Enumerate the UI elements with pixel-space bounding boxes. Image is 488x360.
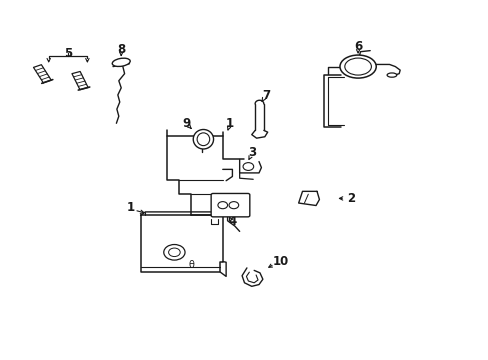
- Circle shape: [218, 202, 227, 209]
- Text: 6: 6: [353, 40, 362, 53]
- Ellipse shape: [386, 73, 396, 77]
- Text: 5: 5: [64, 46, 72, 60]
- Ellipse shape: [112, 58, 130, 67]
- Ellipse shape: [197, 133, 209, 145]
- Text: θ: θ: [188, 260, 194, 270]
- FancyBboxPatch shape: [211, 193, 249, 217]
- Text: 10: 10: [272, 255, 288, 268]
- Ellipse shape: [193, 130, 213, 149]
- Circle shape: [163, 244, 184, 260]
- Circle shape: [168, 248, 180, 257]
- Text: 7: 7: [262, 89, 270, 102]
- Text: 3: 3: [247, 146, 255, 159]
- Circle shape: [228, 202, 238, 209]
- Text: 8: 8: [117, 43, 125, 56]
- Circle shape: [243, 163, 253, 170]
- Text: 2: 2: [346, 192, 354, 205]
- Ellipse shape: [339, 55, 375, 78]
- Text: 9: 9: [182, 117, 190, 130]
- Text: 4: 4: [228, 215, 236, 228]
- Text: 1: 1: [225, 117, 234, 130]
- Ellipse shape: [344, 58, 371, 75]
- Text: 1: 1: [126, 201, 135, 214]
